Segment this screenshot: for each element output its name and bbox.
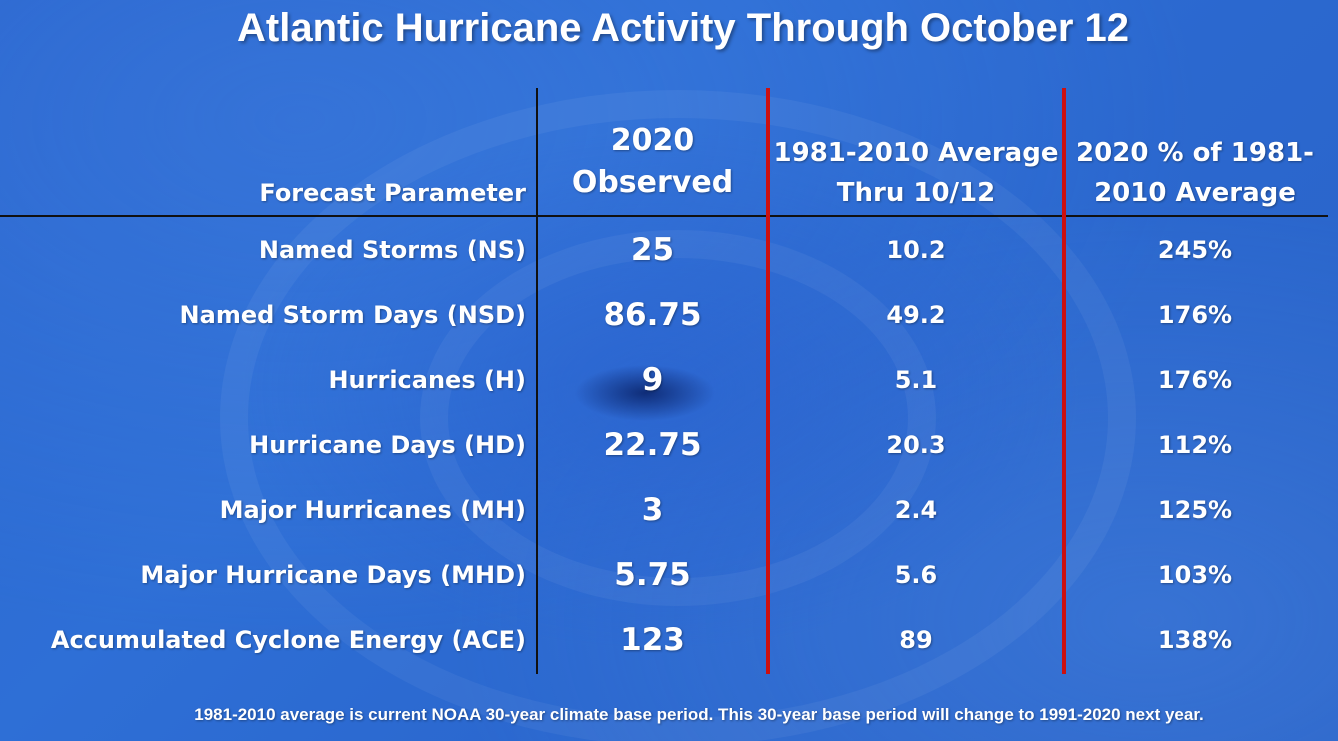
average-value: 89: [899, 626, 933, 654]
percent-value: 176%: [1157, 366, 1233, 394]
parameter-cell: Hurricane Days (HD): [249, 431, 526, 459]
header-2020-observed: 2020 Observed: [571, 123, 734, 200]
header-percent-of-average: 2020 % of 1981-2010 Average: [1076, 138, 1314, 208]
parameter-cell: Hurricanes (H): [328, 366, 526, 394]
average-value: 2.4: [894, 496, 938, 524]
average-value: 5.6: [894, 561, 938, 589]
column-divider-average: [1062, 88, 1066, 674]
header-1981-2010-average: 1981-2010 Average Thru 10/12: [773, 138, 1059, 208]
observed-value: 9: [641, 362, 664, 398]
table-row: Major Hurricanes (MH) 3 2.4 125%: [0, 480, 1338, 540]
parameter-cell: Named Storms (NS): [258, 236, 526, 264]
table-row: Major Hurricane Days (MHD) 5.75 5.6 103%: [0, 545, 1338, 605]
percent-value: 112%: [1157, 431, 1233, 459]
table-row: Named Storms (NS) 25 10.2 245%: [0, 220, 1338, 280]
observed-value: 25: [630, 232, 675, 268]
table-row: Hurricane Days (HD) 22.75 20.3 112%: [0, 415, 1338, 475]
average-value: 20.3: [886, 431, 946, 459]
observed-value: 123: [620, 622, 685, 658]
average-value: 5.1: [894, 366, 938, 394]
parameter-cell: Named Storm Days (NSD): [179, 301, 526, 329]
percent-value: 138%: [1157, 626, 1233, 654]
observed-value: 22.75: [603, 427, 702, 463]
percent-value: 245%: [1157, 236, 1233, 264]
average-value: 49.2: [886, 301, 946, 329]
percent-value: 103%: [1157, 561, 1233, 589]
table-row: Named Storm Days (NSD) 86.75 49.2 176%: [0, 285, 1338, 345]
percent-value: 125%: [1157, 496, 1233, 524]
page-title: Atlantic Hurricane Activity Through Octo…: [237, 6, 1130, 50]
table-row: Accumulated Cyclone Energy (ACE) 123 89 138…: [0, 610, 1338, 670]
parameter-cell: Major Hurricanes (MH): [219, 496, 526, 524]
footnote: 1981-2010 average is current NOAA 30-yea…: [194, 705, 1204, 724]
observed-value: 5.75: [614, 557, 691, 593]
observed-value: 3: [641, 492, 664, 528]
observed-value: 86.75: [603, 297, 702, 333]
parameter-cell: Major Hurricane Days (MHD): [140, 561, 526, 589]
parameter-cell: Accumulated Cyclone Energy (ACE): [50, 626, 526, 654]
header-divider: [0, 215, 1328, 217]
header-forecast-parameter: Forecast Parameter: [259, 179, 526, 207]
column-divider-parameter: [536, 88, 538, 674]
average-value: 10.2: [886, 236, 946, 264]
column-divider-observed: [766, 88, 770, 674]
percent-value: 176%: [1157, 301, 1233, 329]
table-row: Hurricanes (H) 9 5.1 176%: [0, 350, 1338, 410]
